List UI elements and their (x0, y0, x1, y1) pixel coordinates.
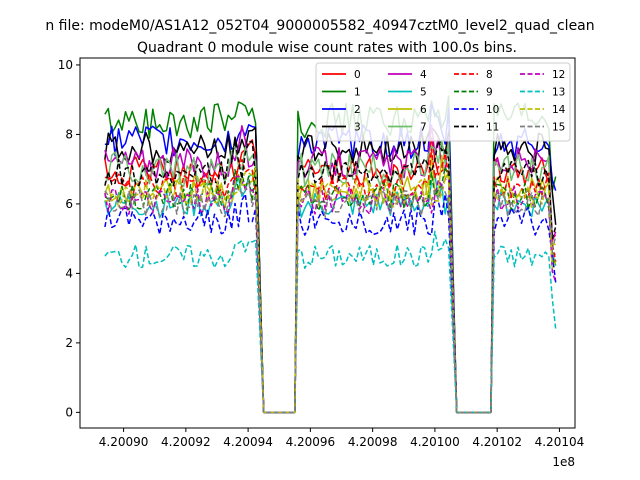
series-line-10 (104, 193, 557, 414)
chart-title: Quadrant 0 module wise count rates with … (137, 40, 517, 56)
x-tick-label: 4.20104 (535, 435, 585, 449)
y-tick-label: 6 (65, 197, 73, 211)
series-line-13 (104, 230, 557, 414)
x-tick-label: 4.20090 (99, 435, 149, 449)
legend-label-11: 11 (486, 122, 499, 134)
legend-label-9: 9 (486, 87, 493, 99)
legend-label-6: 6 (420, 104, 427, 116)
x-axis: 4.20090 4.20092 4.20094 4.20096 4.20098 4.201… (99, 428, 584, 449)
legend-label-5: 5 (420, 87, 427, 99)
legend-label-3: 3 (354, 122, 361, 134)
series-line-5 (104, 173, 557, 414)
x-tick-label: 4.20094 (223, 435, 273, 449)
legend-label-8: 8 (486, 69, 493, 81)
y-axis: 0 2 4 6 8 10 (58, 58, 80, 419)
y-tick-label: 10 (58, 58, 73, 72)
legend-label-12: 12 (552, 69, 565, 81)
legend-label-13: 13 (552, 87, 565, 99)
legend-label-2: 2 (354, 104, 361, 116)
chart-suptitle: n file: modeM0/AS1A12_052T04_9000005582_… (45, 18, 594, 34)
legend-label-14: 14 (552, 104, 566, 116)
y-tick-label: 4 (65, 266, 73, 280)
series-line-8 (104, 148, 557, 414)
series-line-14 (104, 167, 557, 414)
x-tick-label: 4.20098 (348, 435, 398, 449)
series-layer (104, 95, 557, 414)
plot-frame (79, 57, 576, 429)
series-line-6 (104, 152, 556, 414)
legend-label-0: 0 (354, 69, 361, 81)
legend-label-7: 7 (420, 122, 427, 134)
legend-box (315, 62, 571, 142)
x-offset-label: 1e8 (552, 455, 575, 469)
x-tick-label: 4.20092 (161, 435, 211, 449)
legend-label-1: 1 (354, 87, 361, 99)
legend-label-4: 4 (420, 69, 427, 81)
legend-label-15: 15 (552, 122, 565, 134)
x-tick-label: 4.20102 (472, 435, 522, 449)
x-tick-label: 4.20100 (410, 435, 460, 449)
y-tick-label: 2 (65, 336, 73, 350)
series-line-15 (104, 179, 557, 414)
legend-label-10: 10 (486, 104, 499, 116)
y-tick-label: 8 (65, 127, 73, 141)
y-tick-label: 0 (65, 405, 73, 419)
x-tick-label: 4.20096 (286, 435, 336, 449)
